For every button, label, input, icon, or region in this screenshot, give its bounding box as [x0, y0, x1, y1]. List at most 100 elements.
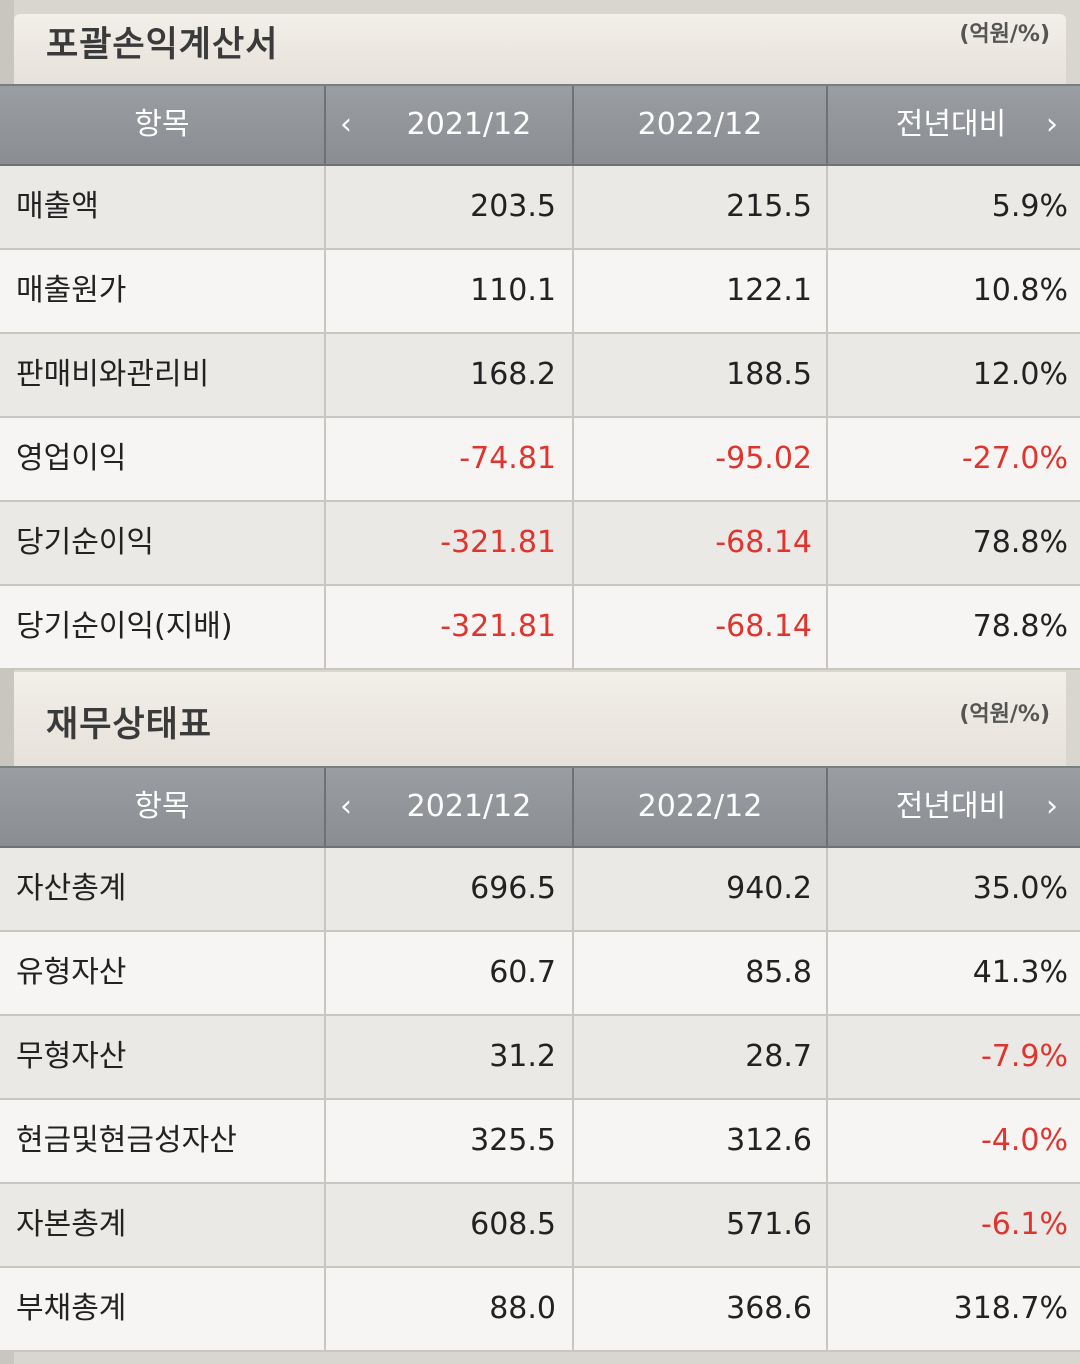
row-label: 유형자산: [16, 955, 127, 990]
column-divider: [324, 250, 326, 334]
column-divider: [572, 1100, 574, 1184]
table-row[interactable]: 현금및현금성자산 325.5 312.6 -4.0%: [0, 1100, 1080, 1184]
column-divider: [324, 334, 326, 418]
column-divider: [572, 848, 574, 932]
value-2022: 188.5: [726, 357, 812, 392]
value-2021: 325.5: [470, 1123, 556, 1158]
header-yoy: 전년대비: [895, 107, 1007, 142]
table-row[interactable]: 자산총계 696.5 940.2 35.0%: [0, 848, 1080, 932]
value-yoy: 78.8%: [972, 525, 1068, 560]
balance-sheet-title-bar: 재무상태표 (억원/%): [14, 672, 1066, 768]
value-2022: 28.7: [745, 1039, 812, 1074]
column-divider: [826, 250, 828, 334]
balance-sheet-header: 항목 ‹ 2021/12 2022/12 전년대비 ›: [0, 766, 1080, 848]
next-period-chevron-icon[interactable]: ›: [1046, 789, 1058, 824]
column-divider: [324, 586, 326, 670]
column-divider: [324, 502, 326, 586]
value-yoy: 35.0%: [972, 871, 1068, 906]
column-divider: [572, 1268, 574, 1352]
value-2021: 203.5: [470, 189, 556, 224]
table-row[interactable]: 부채총계 88.0 368.6 318.7%: [0, 1268, 1080, 1352]
column-divider: [324, 1268, 326, 1352]
table-row[interactable]: 무형자산 31.2 28.7 -7.9%: [0, 1016, 1080, 1100]
row-label: 부채총계: [16, 1291, 127, 1326]
value-2022: -95.02: [715, 441, 812, 476]
column-divider: [826, 1100, 828, 1184]
prev-period-chevron-icon[interactable]: ‹: [340, 107, 352, 142]
header-2021: 2021/12: [406, 107, 532, 142]
column-divider: [324, 418, 326, 502]
column-divider: [324, 1016, 326, 1100]
column-divider: [572, 250, 574, 334]
prev-period-chevron-icon[interactable]: ‹: [340, 789, 352, 824]
table-row[interactable]: 자본총계 608.5 571.6 -6.1%: [0, 1184, 1080, 1268]
value-yoy: 10.8%: [972, 273, 1068, 308]
next-period-chevron-icon[interactable]: ›: [1046, 107, 1058, 142]
column-divider: [572, 418, 574, 502]
column-divider: [324, 1100, 326, 1184]
table-row[interactable]: 당기순이익 -321.81 -68.14 78.8%: [0, 502, 1080, 586]
column-divider: [826, 418, 828, 502]
column-divider: [572, 1184, 574, 1268]
row-label: 당기순이익(지배): [16, 609, 233, 644]
column-divider: [826, 1016, 828, 1100]
row-label: 매출원가: [16, 273, 127, 308]
value-2022: 215.5: [726, 189, 812, 224]
column-divider: [572, 502, 574, 586]
value-2021: 88.0: [489, 1291, 556, 1326]
value-2021: 608.5: [470, 1207, 556, 1242]
value-yoy: 41.3%: [972, 955, 1068, 990]
header-item: 항목: [134, 789, 190, 824]
value-2022: 368.6: [726, 1291, 812, 1326]
row-label: 매출액: [16, 189, 99, 224]
value-yoy: -6.1%: [980, 1207, 1068, 1242]
value-2021: -321.81: [440, 609, 556, 644]
table-row[interactable]: 유형자산 60.7 85.8 41.3%: [0, 932, 1080, 1016]
column-divider: [572, 932, 574, 1016]
section-title: 포괄손익계산서: [46, 25, 279, 65]
column-divider: [826, 586, 828, 670]
header-2021: 2021/12: [406, 789, 532, 824]
column-divider: [324, 1184, 326, 1268]
header-2022: 2022/12: [637, 107, 763, 142]
value-2022: 122.1: [726, 273, 812, 308]
value-2022: 940.2: [726, 871, 812, 906]
value-2021: 31.2: [489, 1039, 556, 1074]
row-label: 자산총계: [16, 871, 127, 906]
value-2022: 312.6: [726, 1123, 812, 1158]
value-2021: 60.7: [489, 955, 556, 990]
column-divider: [826, 166, 828, 250]
value-yoy: 12.0%: [972, 357, 1068, 392]
table-row[interactable]: 영업이익 -74.81 -95.02 -27.0%: [0, 418, 1080, 502]
row-label: 당기순이익: [16, 525, 154, 560]
table-row[interactable]: 매출원가 110.1 122.1 10.8%: [0, 250, 1080, 334]
column-divider: [826, 1184, 828, 1268]
unit-label: (억원/%): [959, 702, 1050, 727]
table-row[interactable]: 판매비와관리비 168.2 188.5 12.0%: [0, 334, 1080, 418]
header-yoy: 전년대비: [895, 789, 1007, 824]
value-2022: 571.6: [726, 1207, 812, 1242]
table-row[interactable]: 당기순이익(지배) -321.81 -68.14 78.8%: [0, 586, 1080, 670]
value-2021: 168.2: [470, 357, 556, 392]
row-label: 현금및현금성자산: [16, 1123, 237, 1158]
value-2021: 696.5: [470, 871, 556, 906]
unit-label: (억원/%): [959, 22, 1050, 47]
income-statement-title-bar: 포괄손익계산서 (억원/%): [14, 14, 1066, 86]
column-divider: [826, 1268, 828, 1352]
value-2021: -321.81: [440, 525, 556, 560]
column-divider: [572, 166, 574, 250]
column-divider: [826, 502, 828, 586]
column-divider: [572, 334, 574, 418]
value-yoy: 78.8%: [972, 609, 1068, 644]
row-label: 영업이익: [16, 441, 127, 476]
column-divider: [324, 932, 326, 1016]
value-yoy: -7.9%: [980, 1039, 1068, 1074]
value-yoy: -27.0%: [961, 441, 1068, 476]
column-divider: [324, 848, 326, 932]
value-2022: -68.14: [715, 525, 812, 560]
value-2021: 110.1: [470, 273, 556, 308]
value-yoy: -4.0%: [980, 1123, 1068, 1158]
table-row[interactable]: 매출액 203.5 215.5 5.9%: [0, 166, 1080, 250]
column-divider: [826, 334, 828, 418]
value-2022: -68.14: [715, 609, 812, 644]
